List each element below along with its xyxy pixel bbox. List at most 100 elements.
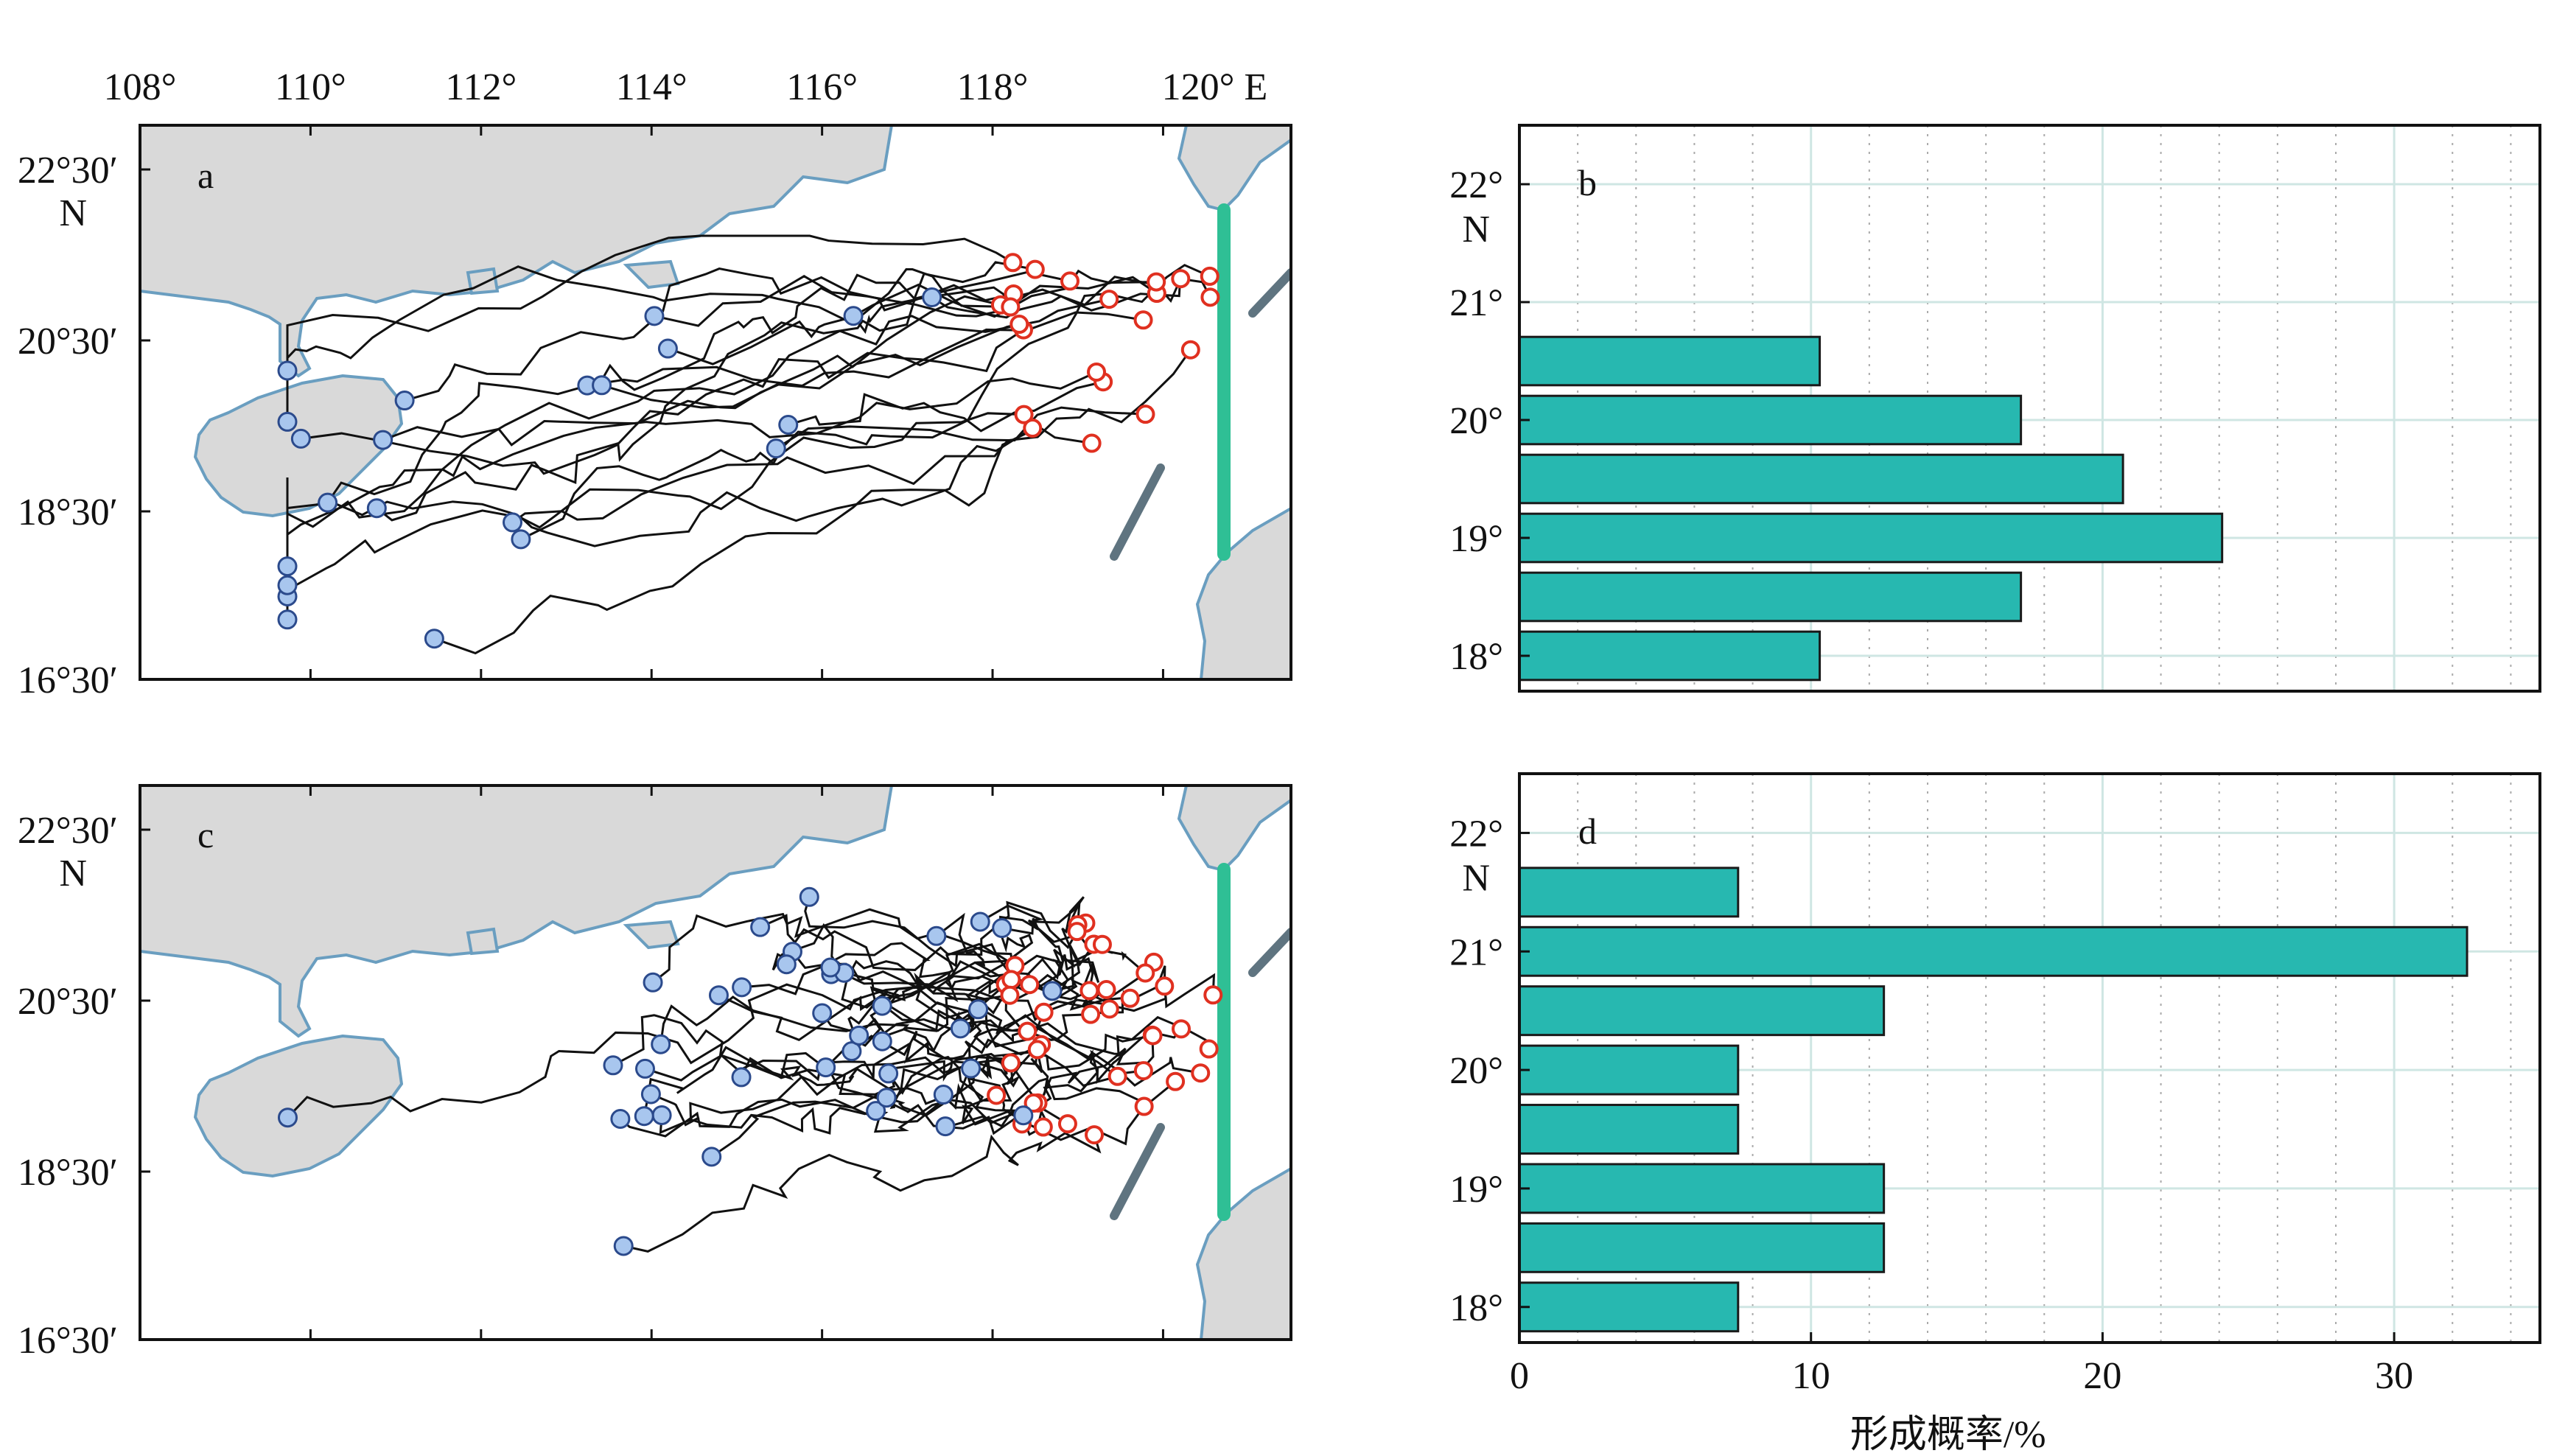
start-marker: [935, 1116, 956, 1137]
drift-track: [652, 908, 1016, 984]
panel-letter-c: c: [197, 814, 214, 855]
start-marker: [277, 556, 298, 577]
y-tick-label: 19°: [1449, 518, 1503, 560]
start-marker: [950, 1018, 970, 1039]
end-marker: [1200, 266, 1219, 286]
x-axis-label: 形成概率/%: [1850, 1414, 2046, 1456]
end-marker: [1200, 287, 1220, 307]
start-marker: [872, 995, 892, 1016]
y-tick-label: 21°: [1449, 931, 1503, 973]
bar: [1518, 867, 1740, 918]
drift-track: [771, 923, 1010, 1032]
bar: [1518, 925, 2468, 977]
y-tick-label: 22°30′ N: [18, 810, 118, 895]
ridge-line: [1248, 928, 1291, 977]
y-tick-label: 18°30′: [18, 1152, 118, 1194]
panel-letter-d: d: [1578, 811, 1597, 852]
bar: [1518, 1044, 1740, 1096]
end-marker: [1014, 405, 1034, 424]
start-marker: [1042, 981, 1063, 1001]
start-marker: [970, 911, 990, 932]
start-marker: [277, 1107, 298, 1128]
end-marker: [1092, 934, 1112, 954]
start-marker: [657, 338, 678, 359]
start-marker: [503, 512, 523, 533]
start-marker: [634, 1106, 654, 1127]
drift-track: [404, 267, 1014, 402]
end-marker: [1018, 1021, 1037, 1041]
bar: [1518, 453, 2124, 505]
start-marker: [731, 1067, 752, 1088]
drift-track: [301, 329, 1024, 475]
plot-frame: [1518, 772, 2541, 1344]
bar-panel-d: 18° 19° 20° 21° 22° N d 0 10 20 30 形成概率/%: [1449, 772, 2541, 1456]
start-marker: [732, 977, 752, 998]
start-marker: [816, 1057, 836, 1078]
start-marker: [1013, 1105, 1034, 1126]
start-marker: [778, 415, 799, 435]
panel-letter-a: a: [197, 155, 214, 196]
end-marker: [1203, 985, 1223, 1005]
start-marker: [277, 609, 298, 630]
y-tick-label: 18°: [1449, 1287, 1503, 1329]
y-tick-label: 16°30′: [18, 1320, 118, 1362]
start-marker: [876, 1088, 897, 1108]
y-tick-label: 19°: [1449, 1169, 1503, 1211]
start-marker: [277, 411, 298, 432]
start-marker: [849, 1025, 869, 1046]
start-marker: [592, 375, 612, 396]
drift-track: [844, 959, 1019, 1001]
end-marker: [1191, 1063, 1211, 1083]
y-tick-label: 21°: [1449, 282, 1503, 324]
end-marker: [1199, 1039, 1219, 1059]
bar: [1518, 571, 2023, 623]
y-tick-label: 18°30′: [18, 491, 118, 533]
end-marker: [1023, 1093, 1043, 1113]
start-marker: [750, 917, 771, 937]
start-marker: [394, 391, 415, 411]
drift-track: [942, 1077, 1177, 1126]
end-marker: [1001, 1053, 1021, 1073]
x-tick-label: 112°: [445, 66, 517, 108]
drift-track: [619, 1098, 1023, 1138]
end-marker: [1135, 963, 1155, 983]
drift-track: [825, 1010, 1211, 1068]
drift-track: [830, 967, 1144, 1076]
start-marker: [643, 972, 663, 993]
drift-track: [821, 998, 1183, 1085]
end-marker: [1172, 1019, 1191, 1039]
drift-track: [376, 270, 1071, 522]
start-marker: [961, 1058, 981, 1079]
y-tick-label: 20°: [1449, 1050, 1503, 1092]
y-tick-label: 20°30′: [18, 321, 118, 363]
start-marker: [766, 438, 786, 459]
x-tick-label: 120° E: [1162, 66, 1268, 108]
drift-track: [433, 425, 1092, 655]
start-marker: [843, 306, 864, 326]
start-marker: [968, 999, 989, 1020]
end-marker: [1107, 1066, 1127, 1086]
x-tick-label: 0: [1510, 1355, 1529, 1397]
bar: [1518, 630, 1822, 682]
drift-track: [623, 1132, 1102, 1253]
ridge-line: [1248, 268, 1291, 318]
end-marker: [1060, 271, 1079, 291]
end-marker: [987, 1085, 1007, 1105]
drift-track: [511, 349, 1192, 524]
start-marker: [651, 1105, 672, 1125]
drift-track: [650, 1067, 997, 1127]
drift-track: [1051, 896, 1086, 993]
x-tick-label: 10: [1792, 1355, 1830, 1397]
x-tick-label: 30: [2375, 1355, 2413, 1397]
y-tick-label: 18°: [1449, 636, 1503, 678]
start-marker: [926, 925, 947, 946]
start-marker: [610, 1108, 631, 1129]
bar: [1518, 1222, 1886, 1273]
start-marker: [812, 1003, 833, 1023]
end-marker: [1099, 290, 1119, 309]
start-marker: [933, 1085, 953, 1105]
start-marker: [701, 1147, 722, 1167]
drift-track: [520, 264, 1211, 541]
start-marker: [603, 1055, 623, 1076]
